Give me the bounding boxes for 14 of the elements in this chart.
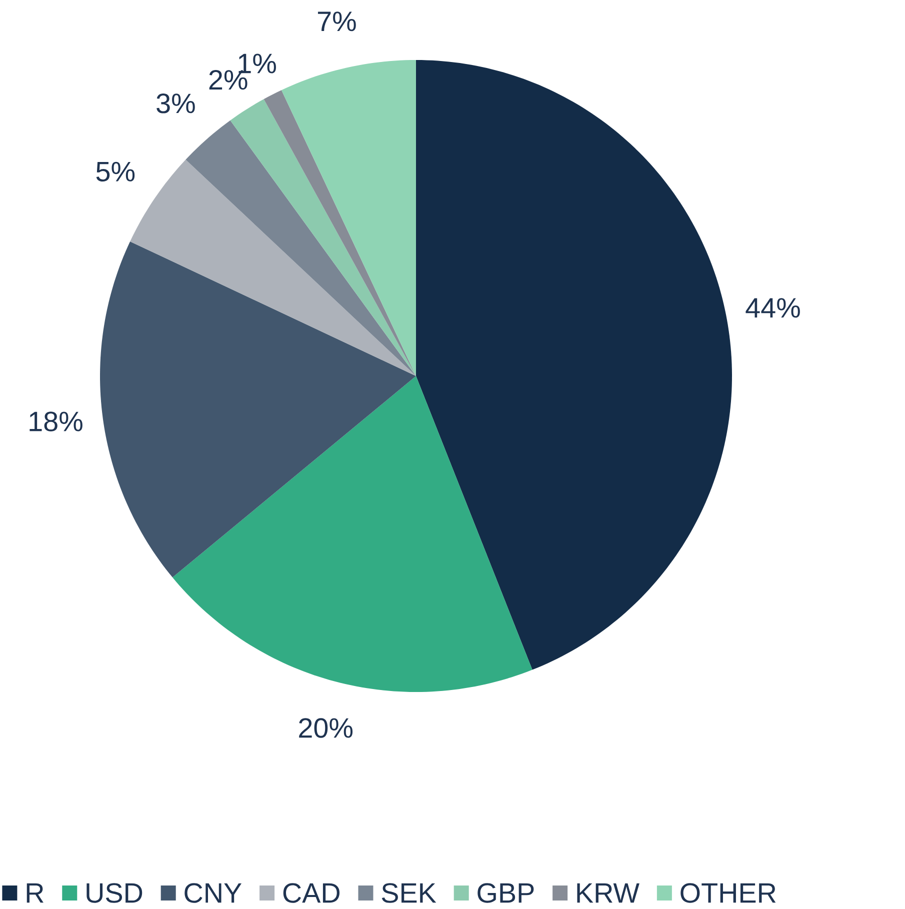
legend-label: OTHER bbox=[680, 883, 776, 903]
data-label: 18% bbox=[30, 412, 82, 432]
data-label: 20% bbox=[299, 718, 353, 738]
legend-label: USD bbox=[86, 883, 142, 903]
legend-label: KRW bbox=[577, 883, 640, 903]
legend-label: CNY bbox=[184, 883, 242, 903]
data-label: 3% bbox=[156, 94, 195, 114]
legend-label: SEK bbox=[382, 883, 436, 903]
legend-label: R bbox=[26, 883, 44, 903]
data-label: 5% bbox=[96, 162, 135, 182]
legend-label: CAD bbox=[283, 883, 340, 903]
data-label: 44% bbox=[746, 298, 800, 318]
legend-label: GBP bbox=[478, 883, 534, 903]
data-label: 7% bbox=[318, 12, 356, 32]
